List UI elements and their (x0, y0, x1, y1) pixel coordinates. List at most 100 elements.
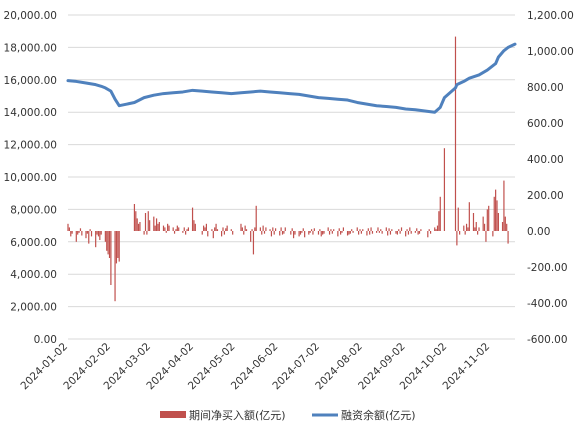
bar (435, 229, 437, 231)
bar (114, 231, 116, 302)
bar (367, 228, 369, 231)
bar (351, 229, 353, 231)
bar (504, 216, 506, 231)
left-tick-label: 10,000.00 (4, 172, 57, 184)
bar (359, 229, 361, 231)
bar (88, 231, 90, 244)
bar (279, 231, 281, 236)
bar (250, 231, 252, 242)
bar (436, 225, 439, 231)
bar (222, 227, 224, 231)
bar (443, 148, 446, 231)
bar (243, 231, 245, 235)
bar (194, 223, 196, 231)
bar (495, 189, 497, 231)
bar (118, 231, 120, 262)
bar (182, 231, 184, 233)
bar (270, 231, 273, 237)
bar (147, 211, 149, 231)
bar (330, 229, 332, 231)
bar (420, 229, 422, 231)
bar (360, 231, 362, 234)
bar (153, 216, 155, 231)
bar (331, 231, 333, 234)
bar (292, 231, 295, 239)
bar (454, 36, 457, 231)
bar (215, 223, 217, 231)
bar (240, 223, 242, 231)
bar (388, 228, 390, 231)
bar (492, 231, 494, 237)
bar (214, 227, 216, 231)
bar (143, 231, 145, 235)
bar (70, 231, 72, 237)
bar (154, 225, 156, 231)
bar (414, 231, 416, 233)
bar (378, 231, 380, 233)
bar (398, 229, 400, 231)
bar (477, 231, 479, 235)
bar (439, 196, 441, 231)
bar (136, 218, 138, 231)
right-tick-label: 400.00 (527, 154, 564, 166)
bar (133, 204, 136, 231)
right-tick-label: -200.00 (527, 262, 568, 274)
bar (308, 231, 310, 235)
bar (346, 231, 349, 236)
right-tick-label: -400.00 (527, 298, 568, 310)
bar (205, 223, 207, 231)
bar (310, 229, 313, 231)
bar (85, 231, 87, 239)
bar (472, 213, 475, 231)
bar (427, 231, 429, 238)
bar (301, 231, 303, 233)
bar (418, 231, 421, 234)
bar (255, 205, 257, 231)
bar (241, 227, 243, 231)
bar (186, 229, 188, 231)
bar (381, 231, 383, 234)
bar (463, 225, 465, 231)
left-axis-ticks: 0.00 2,000.00 4,000.00 6,000.00 8,000.00 10,0… (4, 10, 57, 346)
bar (245, 229, 248, 231)
bar (67, 223, 69, 231)
bar (99, 231, 101, 240)
bar (475, 222, 477, 231)
bar (506, 223, 508, 231)
bar (165, 231, 167, 233)
bar (135, 211, 137, 231)
right-tick-label: 800.00 (527, 82, 564, 94)
bar (100, 231, 102, 235)
bar (380, 229, 382, 231)
bar (337, 231, 339, 237)
bar (328, 231, 331, 235)
legend-line-label: 融资余额(亿元) (341, 408, 416, 422)
bar (201, 231, 203, 235)
left-tick-label: 20,000.00 (4, 10, 57, 22)
bar (485, 231, 487, 242)
bar (193, 220, 195, 231)
bar (212, 231, 214, 239)
bar (68, 227, 70, 231)
left-tick-label: 18,000.00 (4, 42, 57, 54)
bar (503, 180, 505, 231)
bar (139, 222, 141, 231)
right-tick-label: 0.00 (527, 226, 550, 238)
bar (464, 231, 466, 235)
bar (482, 216, 484, 231)
bar (304, 231, 306, 238)
bar (107, 231, 109, 255)
bar (265, 227, 267, 231)
bar (96, 231, 98, 235)
bar (391, 229, 393, 231)
bar (338, 228, 340, 231)
bar (309, 231, 311, 233)
bar (320, 231, 322, 237)
bar (342, 227, 344, 231)
bar (348, 231, 350, 235)
bar (465, 223, 468, 231)
bar (168, 225, 170, 231)
bar (478, 227, 480, 231)
left-tick-label: 8,000.00 (10, 204, 57, 216)
bar (317, 231, 320, 235)
